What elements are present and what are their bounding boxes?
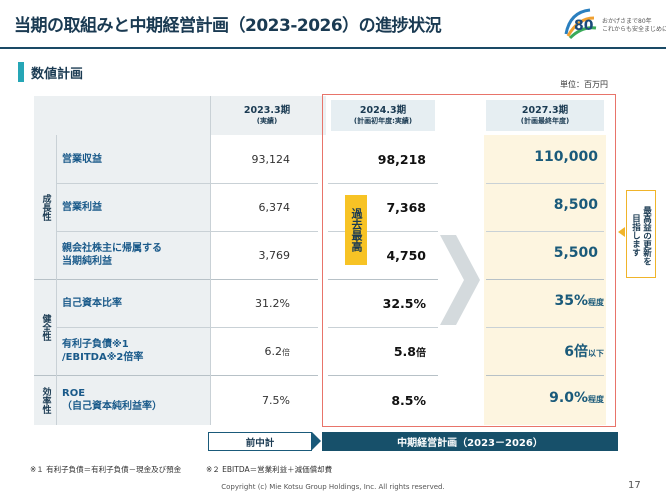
header-2024-year: 2024.3期 xyxy=(359,105,407,116)
period-arrow-icon xyxy=(312,432,321,450)
label-column-band xyxy=(34,96,210,425)
group-divider xyxy=(486,279,604,280)
row-label-net-income: 親会社株主に帰属する 当期純利益 xyxy=(62,243,162,267)
past-highest-badge: 過去最高 xyxy=(345,195,367,265)
value-2024-operating-profit: 7,368 xyxy=(386,199,426,215)
category-growth: 成長性 xyxy=(40,193,51,221)
value-2024-roe: 8.5% xyxy=(391,392,426,408)
footnote-2: ※２ EBITDA＝営業利益＋減価償却費 xyxy=(206,465,333,474)
side-note-line-1: 最高益の更新を xyxy=(641,205,652,266)
side-note-pointer xyxy=(618,227,625,237)
header-2023: 2023.3期 (実績) xyxy=(212,96,322,135)
value-2023-operating-profit: 6,374 xyxy=(258,200,291,214)
header-2027: 2027.3期 (計画最終年度) xyxy=(486,100,604,131)
row-divider xyxy=(56,231,318,232)
row-label-roe: ROE （自己資本純利益率） xyxy=(62,388,162,412)
slide-title: 当期の取組みと中期経営計画（2023-2026）の進捗状況 xyxy=(14,16,442,36)
group-divider xyxy=(34,375,318,376)
category-soundness: 健全性 xyxy=(40,313,51,341)
record-profit-note: 最高益の更新を 目指します xyxy=(626,190,656,278)
value-2024-net-income: 4,750 xyxy=(386,247,426,263)
company-logo: 80 おかげさまで80年 これからも安全まじめに xyxy=(560,4,666,44)
row-label-debt-ebitda: 有利子負債※1/EBITDA※2倍率 xyxy=(62,339,144,363)
plan-period-highlight-box xyxy=(322,94,616,427)
header-2023-sub: (実績) xyxy=(256,117,278,125)
row-divider xyxy=(486,327,604,328)
anniversary-emblem-icon: 80 xyxy=(564,8,597,40)
value-2023-revenue: 93,124 xyxy=(251,152,291,166)
value-2024-revenue: 98,218 xyxy=(377,151,426,167)
logo-tagline-2: これからも安全まじめに xyxy=(602,26,666,33)
copyright: Copyright (c) Mie Kotsu Group Holdings, … xyxy=(221,483,445,491)
value-2027-net-income: 5,500 xyxy=(553,245,598,261)
row-divider xyxy=(328,231,438,232)
group-divider xyxy=(328,375,438,376)
header-2024: 2024.3期 (計画初年度:実績) xyxy=(331,100,435,131)
footnote-1: ※１ 有利子負債＝有利子負債－現金及び預金 xyxy=(30,465,182,474)
row-divider xyxy=(486,231,604,232)
previous-plan-label: 前中計 xyxy=(208,432,312,451)
value-2023-roe: 7.5% xyxy=(262,393,290,407)
category-divider xyxy=(56,135,57,425)
header-2027-sub: (計画最終年度) xyxy=(520,117,570,125)
group-divider xyxy=(328,279,438,280)
header-2023-year: 2023.3期 xyxy=(243,105,291,116)
row-divider xyxy=(56,183,318,184)
row-divider xyxy=(486,183,604,184)
title-rule xyxy=(0,47,666,49)
group-divider xyxy=(486,375,604,376)
header-2024-sub: (計画初年度:実績) xyxy=(353,117,413,125)
section-accent-bar xyxy=(18,62,24,82)
header-band xyxy=(34,96,326,135)
value-2024-equity-ratio: 32.5% xyxy=(382,295,426,311)
value-2027-operating-profit: 8,500 xyxy=(553,197,598,213)
unit-label: 単位：百万円 xyxy=(560,80,608,89)
value-2027-revenue: 110,000 xyxy=(534,149,598,165)
value-2027-equity-ratio: 35% 程度 xyxy=(554,293,604,309)
value-2024-debt-ebitda: 5.8 倍 xyxy=(393,344,426,359)
row-divider xyxy=(56,327,318,328)
side-note-line-2: 目指します xyxy=(630,214,641,257)
row-label-equity-ratio: 自己資本比率 xyxy=(62,297,122,309)
logo-tagline-1: おかげさまで80年 xyxy=(602,18,652,25)
row-divider xyxy=(328,327,438,328)
header-2027-year: 2027.3期 xyxy=(521,105,569,116)
value-2027-roe: 9.0% 程度 xyxy=(549,390,604,406)
column-divider xyxy=(210,96,211,425)
progress-chevron-icon xyxy=(440,235,480,325)
value-2023-equity-ratio: 31.2% xyxy=(255,296,290,310)
row-label-operating-profit: 営業利益 xyxy=(62,201,102,213)
logo-numeral: 80 xyxy=(574,18,594,34)
group-divider xyxy=(34,279,318,280)
value-2023-net-income: 3,769 xyxy=(258,248,291,262)
row-divider xyxy=(328,183,438,184)
value-2023-debt-ebitda: 6.2 倍 xyxy=(264,345,291,358)
page-number: 17 xyxy=(628,480,641,491)
category-efficiency: 効率性 xyxy=(40,386,51,414)
row-label-operating-revenue: 営業収益 xyxy=(62,153,102,165)
section-title: 数値計画 xyxy=(31,67,84,82)
value-2027-debt-ebitda: 6倍 以下 xyxy=(564,344,604,360)
current-plan-label: 中期経営計画（2023－2026） xyxy=(322,432,618,451)
